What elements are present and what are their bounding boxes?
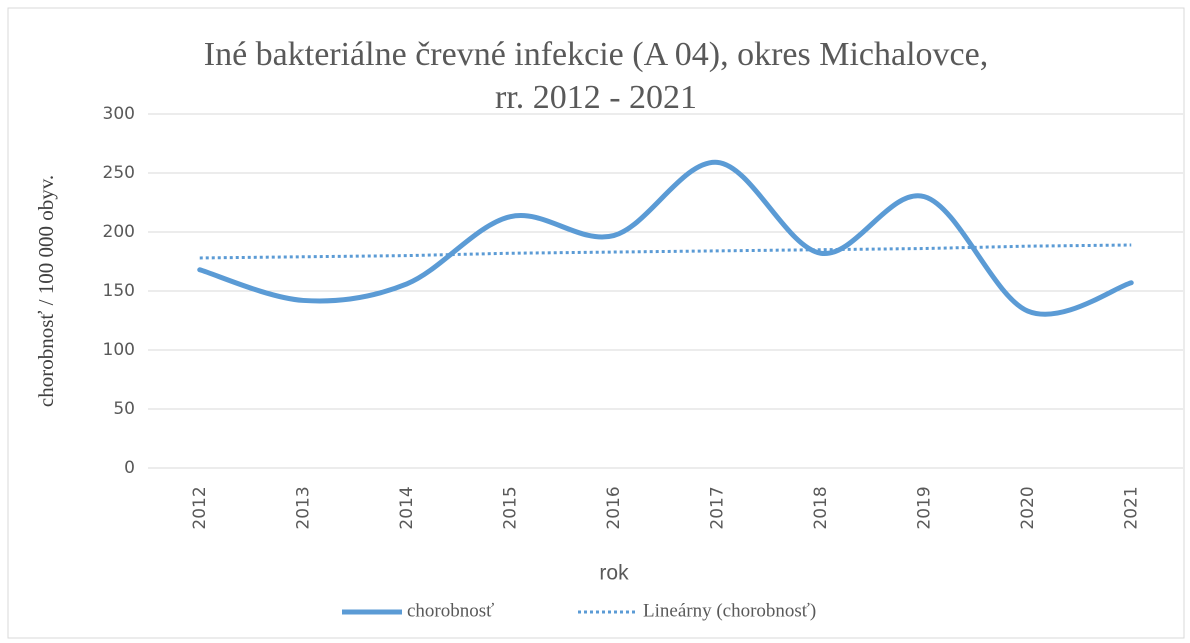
y-tick-label: 300 bbox=[103, 104, 135, 124]
x-tick-label: 2020 bbox=[1018, 486, 1038, 529]
y-tick-label: 200 bbox=[103, 222, 135, 242]
chart-border bbox=[7, 7, 1185, 639]
series-line bbox=[197, 159, 1134, 317]
y-tick-label: 250 bbox=[103, 163, 135, 183]
x-tick-label: 2015 bbox=[500, 486, 520, 529]
x-tick-label: 2019 bbox=[914, 486, 934, 529]
x-tick-label: 2021 bbox=[1121, 486, 1141, 529]
y-tick-label: 50 bbox=[113, 399, 135, 419]
x-tick-label: 2017 bbox=[707, 486, 727, 529]
x-tick-label: 2013 bbox=[293, 486, 313, 529]
x-tick-label: 2018 bbox=[811, 486, 831, 529]
y-axis-label: chorobnosť / 100 000 obyv. bbox=[34, 175, 58, 407]
series-line bbox=[199, 243, 1132, 260]
chart-title: rr. 2012 - 2021 bbox=[495, 79, 697, 116]
legend-label: chorobnosť bbox=[407, 600, 494, 621]
legend-label: Lineárny (chorobnosť) bbox=[643, 600, 816, 621]
x-tick-label: 2012 bbox=[190, 486, 210, 529]
x-tick-label: 2014 bbox=[397, 486, 417, 529]
y-tick-label: 0 bbox=[124, 458, 135, 478]
chart-title: Iné bakteriálne črevné infekcie (A 04), … bbox=[204, 36, 988, 73]
y-tick-label: 100 bbox=[103, 340, 135, 360]
y-tick-label: 150 bbox=[103, 281, 135, 301]
x-tick-label: 2016 bbox=[604, 486, 624, 529]
x-axis-label: rok bbox=[599, 562, 629, 585]
